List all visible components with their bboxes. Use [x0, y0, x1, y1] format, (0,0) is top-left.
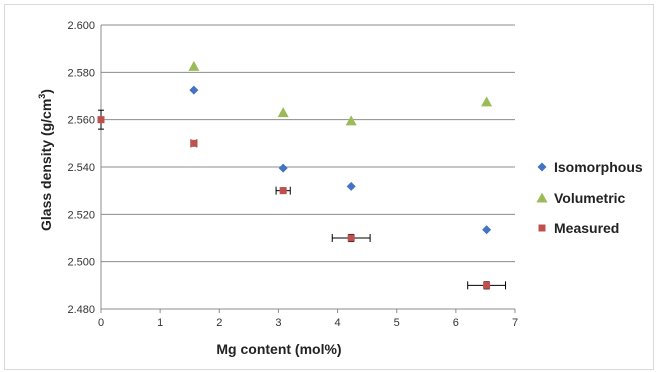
y-axis-title-main: Glass density (g/cm	[38, 99, 54, 231]
legend-isomorphous-marker	[537, 162, 547, 172]
y-tick-label: 2.600	[67, 20, 95, 32]
y-axis-title-superscript: 3	[37, 94, 47, 99]
data-points	[97, 60, 493, 289]
legend-measured-marker	[538, 224, 546, 232]
x-tick-label: 2	[216, 317, 222, 329]
measured-point	[347, 234, 355, 242]
measured-point	[279, 187, 287, 195]
legend-volumetric-marker	[536, 192, 548, 203]
isomorphous-point	[482, 225, 492, 235]
volumetric-point	[481, 96, 493, 107]
x-tick-label: 0	[98, 317, 104, 329]
isomorphous-point	[278, 163, 288, 173]
x-tick-label: 1	[157, 317, 163, 329]
legend: Isomorphous Volumetric Measured	[536, 159, 643, 236]
isomorphous-point	[346, 181, 356, 191]
volumetric-point	[345, 115, 357, 126]
chart-frame: 2.480 2.500 2.520 2.540 2.560 2.580 2.600 0 1 2 3…	[4, 4, 654, 370]
y-tick-label: 2.580	[67, 67, 95, 79]
y-tick-label: 2.540	[67, 162, 95, 174]
x-axis-title: Mg content (mol%)	[216, 341, 341, 357]
x-tick-label: 5	[394, 317, 400, 329]
legend-volumetric-label: Volumetric	[554, 190, 626, 206]
error-bars	[98, 109, 507, 290]
scatter-chart: 2.480 2.500 2.520 2.540 2.560 2.580 2.600 0 1 2 3…	[37, 20, 643, 357]
x-tick-label: 6	[453, 317, 459, 329]
y-tick-label: 2.520	[67, 209, 95, 221]
y-axis-title: Glass density (g/cm3)	[37, 89, 54, 231]
isomorphous-point	[189, 85, 199, 95]
y-axis-title-end: )	[38, 89, 54, 94]
gridlines	[101, 24, 515, 263]
measured-point	[97, 116, 105, 124]
measured-point	[190, 139, 198, 147]
volumetric-point	[277, 107, 289, 118]
x-tick-label: 3	[275, 317, 281, 329]
legend-isomorphous-label: Isomorphous	[554, 159, 643, 175]
x-tick-label: 7	[512, 317, 518, 329]
volumetric-point	[188, 60, 200, 71]
y-tick-labels: 2.480 2.500 2.520 2.540 2.560 2.580 2.600	[67, 20, 95, 316]
y-tick-label: 2.500	[67, 257, 95, 269]
axes	[100, 25, 516, 313]
measured-point	[483, 281, 491, 289]
y-tick-label: 2.560	[67, 115, 95, 127]
legend-measured-label: Measured	[554, 220, 619, 236]
y-tick-label: 2.480	[67, 304, 95, 316]
x-tick-labels: 0 1 2 3 4 5 6 7	[98, 317, 518, 329]
x-tick-label: 4	[335, 317, 341, 329]
